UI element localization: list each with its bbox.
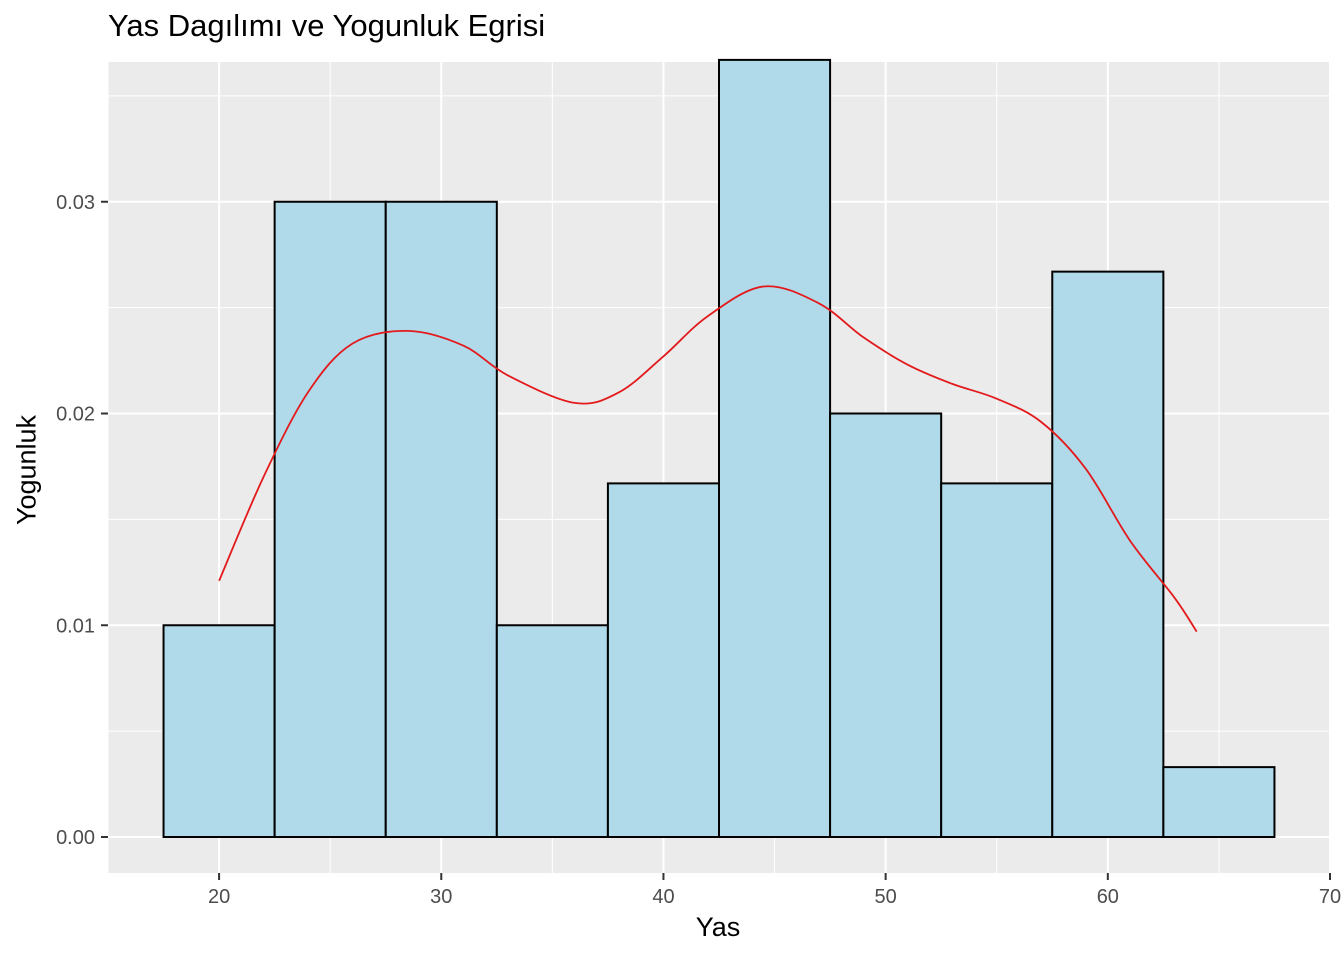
histogram-bar xyxy=(384,200,498,839)
histogram-bars xyxy=(162,58,1276,839)
histogram-bar xyxy=(829,412,943,839)
y-tick-label: 0.03 xyxy=(56,192,95,214)
y-tick-label: 0.02 xyxy=(56,404,95,426)
histogram-bar xyxy=(273,200,387,839)
y-axis: 0.00 0.01 0.02 0.03 xyxy=(56,192,108,849)
chart-title: Yas Dagılımı ve Yogunluk Egrisi xyxy=(108,8,546,43)
y-tick-label: 0.00 xyxy=(56,827,95,849)
y-axis-title: Yogunluk xyxy=(11,414,42,526)
histogram-bar xyxy=(162,624,276,839)
x-tick-label: 70 xyxy=(1319,886,1341,908)
x-tick-label: 60 xyxy=(1097,886,1119,908)
x-tick-label: 40 xyxy=(652,886,674,908)
x-tick-label: 50 xyxy=(875,886,897,908)
x-axis: 20 30 40 50 60 70 xyxy=(208,873,1341,908)
density-curve-line xyxy=(218,285,1198,633)
histogram-bar xyxy=(940,482,1054,839)
histogram-bar xyxy=(1162,766,1276,839)
y-tick-label: 0.01 xyxy=(56,615,95,637)
x-tick-label: 30 xyxy=(430,886,452,908)
histogram-bar xyxy=(1051,270,1165,839)
x-tick-label: 20 xyxy=(208,886,230,908)
histogram-bar xyxy=(718,58,832,839)
histogram-bar xyxy=(606,482,721,839)
histogram-bar xyxy=(495,624,609,839)
x-axis-title: Yas xyxy=(695,912,741,942)
density-curve-group xyxy=(218,285,1198,633)
